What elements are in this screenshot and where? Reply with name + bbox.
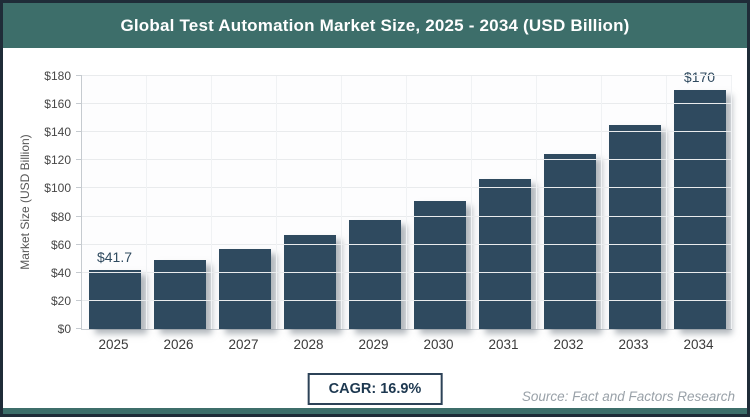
y-tick-label: $20 [50,293,71,308]
x-tick-label: 2027 [228,337,259,352]
x-axis-labels: 2025 2026 2027 2028 2029 2030 2031 2032 2033 2034 [81,337,731,352]
y-tick-label: $120 [44,153,71,168]
bar-2030 [413,200,466,329]
v-gridline [341,76,342,329]
x-tick-label: 2034 [683,337,714,352]
y-axis-tick [76,271,82,273]
y-tick-label: $60 [50,237,71,252]
v-gridline [601,76,602,329]
bar-2026 [153,260,206,329]
bars-container: $41.7 $170 [82,69,732,329]
y-tick-label: $140 [44,125,71,140]
bar-value-label: $41.7 [96,249,133,266]
bar-slot [602,76,667,329]
v-gridline [666,76,667,329]
h-gridline [82,299,732,301]
x-tick-label: 2026 [163,337,194,352]
y-axis-tick [76,75,82,76]
bar-2033 [608,124,661,329]
h-gridline [82,215,732,217]
v-gridline [536,76,537,329]
x-tick-label: 2033 [618,337,649,352]
bar-slot [407,76,472,329]
bar-2027 [218,248,271,329]
y-axis-tick [76,215,82,217]
x-tick-label: 2029 [358,337,389,352]
bar-slot [537,76,602,329]
h-gridline [82,271,732,273]
h-gridline [82,103,732,105]
h-gridline [82,159,732,161]
bar-2025 [88,270,141,329]
x-tick-label: 2032 [553,337,584,352]
y-axis-tick [76,187,82,189]
x-tick-label: 2031 [488,337,519,352]
bar-slot [277,76,342,329]
bar-slot [342,76,407,329]
bar-2031 [478,179,531,329]
bar-slot [147,76,212,329]
y-axis-tick [76,328,82,329]
bar-value-label: $170 [683,69,716,86]
y-tick-label: $40 [50,265,71,280]
x-tick-label: 2028 [293,337,324,352]
v-gridline [731,76,732,329]
h-gridline [82,243,732,245]
bar-slot [212,76,277,329]
y-tick-label: $100 [44,181,71,196]
y-axis-tick [76,159,82,161]
v-gridline [471,76,472,329]
y-tick-label: $180 [44,69,71,83]
plot-area: $41.7 $170 [76,69,732,330]
bar-2034 [673,90,726,329]
source-credit: Source: Fact and Factors Research [521,389,735,404]
v-gridline [211,76,212,329]
h-gridline [82,187,732,189]
footer-accent-strip [3,408,747,414]
y-axis-tick [76,243,82,245]
chart-title: Global Test Automation Market Size, 2025… [120,15,630,35]
v-gridline [276,76,277,329]
v-gridline [146,76,147,329]
cagr-badge: CAGR: 16.9% [307,373,443,405]
x-tick-label: 2025 [98,337,129,352]
chart-area: Market Size (USD Billion) $41.7 $170 2025… [3,48,747,408]
v-gridline [406,76,407,329]
y-tick-label: $0 [57,322,71,336]
bar-2028 [283,235,336,329]
y-axis-tick [76,131,82,133]
bar-slot: $41.7 [82,76,147,329]
h-gridline [82,131,732,133]
bar-slot: $170 [667,69,732,329]
y-tick-label: $160 [44,97,71,112]
y-axis-tick [76,103,82,105]
y-tick-label: $80 [50,209,71,224]
bar-2032 [543,154,596,329]
y-axis-tick [76,299,82,301]
h-gridline [82,75,732,76]
bar-2029 [348,219,401,329]
x-tick-label: 2030 [423,337,454,352]
bar-slot [472,76,537,329]
title-bar: Global Test Automation Market Size, 2025… [3,3,747,48]
